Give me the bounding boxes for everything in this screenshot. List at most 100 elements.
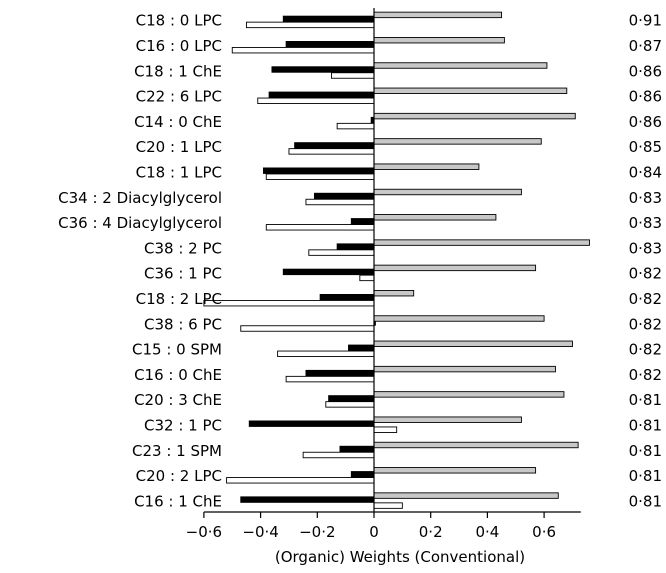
category-label-10: C36 : 1 PC <box>144 265 222 283</box>
category-label-19: C16 : 1 ChE <box>134 492 222 510</box>
bar-white-0 <box>245 21 375 29</box>
correlation-value-7: 0·83 <box>629 189 662 207</box>
bar-white-7 <box>305 198 375 206</box>
bar-white-2 <box>331 72 375 79</box>
bar-black-1 <box>285 41 375 48</box>
category-label-12: C38 : 6 PC <box>144 315 222 333</box>
bar-gray-13 <box>373 340 573 347</box>
bar-black-5 <box>294 142 375 149</box>
bar-black-2 <box>271 66 375 73</box>
x-axis-title: (Organic) Weights (Conventional) <box>275 548 525 566</box>
correlation-value-3: 0·86 <box>629 88 662 106</box>
bar-white-16 <box>373 426 398 433</box>
bar-white-14 <box>285 375 375 383</box>
category-labels: C18 : 0 LPC C16 : 0 LPC C18 : 1 ChE C22 : 6… <box>58 12 222 511</box>
x-tick-label-5: 0·4 <box>475 523 499 541</box>
bar-white-18 <box>226 477 375 484</box>
bar-black-18 <box>350 471 375 478</box>
bar-gray-14 <box>373 365 556 373</box>
bar-white-12 <box>240 325 375 332</box>
bar-black-14 <box>305 369 375 377</box>
bar-gray-4 <box>373 112 576 120</box>
category-label-13: C15 : 0 SPM <box>132 341 222 359</box>
correlation-value-8: 0·83 <box>629 214 662 232</box>
category-label-5: C20 : 1 LPC <box>136 138 222 156</box>
x-tick-label-1: −0·4 <box>242 523 278 541</box>
bar-black-13 <box>348 344 375 351</box>
category-label-6: C18 : 1 LPC <box>136 163 222 181</box>
bar-gray-1 <box>373 37 505 44</box>
bar-black-9 <box>336 243 375 250</box>
bar-black-6 <box>262 167 375 174</box>
correlation-value-10: 0·82 <box>629 265 662 283</box>
bar-black-11 <box>319 294 375 301</box>
correlation-value-6: 0·84 <box>629 163 662 181</box>
bar-white-19 <box>373 502 403 509</box>
correlation-value-12: 0·82 <box>629 315 662 333</box>
category-label-14: C16 : 0 ChE <box>134 366 222 384</box>
bar-white-6 <box>265 173 375 180</box>
correlation-labels: 0·91 0·87 0·86 0·86 0·86 0·85 0·84 0·83 0·83 0·83… <box>629 12 662 511</box>
bar-gray-7 <box>373 188 522 196</box>
category-label-17: C23 : 1 SPM <box>132 442 222 460</box>
bar-white-13 <box>277 350 375 357</box>
bars-layer <box>203 11 590 509</box>
bar-gray-16 <box>373 416 522 423</box>
x-tick-label-2: −0·2 <box>299 523 335 541</box>
category-label-9: C38 : 2 PC <box>144 239 222 257</box>
bar-white-9 <box>308 249 375 256</box>
bar-white-1 <box>231 47 375 54</box>
bar-gray-5 <box>373 138 542 145</box>
correlation-value-16: 0·81 <box>629 416 662 434</box>
bar-gray-0 <box>373 11 503 19</box>
bar-white-11 <box>203 300 375 307</box>
category-label-7: C34 : 2 Diacylglycerol <box>58 189 222 207</box>
correlation-value-19: 0·81 <box>629 492 662 510</box>
bar-white-8 <box>265 224 375 231</box>
correlation-value-18: 0·81 <box>629 467 662 485</box>
correlation-value-0: 0·91 <box>629 12 662 30</box>
correlation-value-17: 0·81 <box>629 442 662 460</box>
bar-black-7 <box>314 192 375 200</box>
bar-gray-15 <box>373 391 565 398</box>
bar-black-0 <box>282 15 375 23</box>
bar-gray-17 <box>373 441 579 449</box>
category-label-18: C20 : 2 LPC <box>136 467 222 485</box>
category-label-11: C18 : 2 LPC <box>136 290 222 308</box>
category-label-2: C18 : 1 ChE <box>134 62 222 80</box>
x-tick-label-6: 0·6 <box>532 523 556 541</box>
bar-gray-18 <box>373 467 537 474</box>
category-label-15: C20 : 3 ChE <box>134 391 222 409</box>
bar-gray-12 <box>373 315 545 322</box>
bar-gray-10 <box>373 264 537 272</box>
correlation-value-14: 0·82 <box>629 366 662 384</box>
bar-gray-9 <box>373 239 590 246</box>
bar-white-4 <box>336 122 375 130</box>
correlation-value-13: 0·82 <box>629 341 662 359</box>
bar-black-10 <box>282 268 375 276</box>
correlation-value-15: 0·81 <box>629 391 662 409</box>
correlation-value-1: 0·87 <box>629 37 662 55</box>
x-tick-label-0: −0·6 <box>186 523 222 541</box>
bar-white-10 <box>359 274 375 282</box>
x-tick-label-4: 0·2 <box>419 523 443 541</box>
correlation-value-9: 0·83 <box>629 239 662 257</box>
category-label-16: C32 : 1 PC <box>144 416 222 434</box>
bar-gray-8 <box>373 214 497 221</box>
bar-gray-2 <box>373 62 548 69</box>
category-label-0: C18 : 0 LPC <box>136 12 222 30</box>
bar-white-3 <box>257 97 375 105</box>
bar-black-3 <box>268 91 375 99</box>
correlation-value-11: 0·82 <box>629 290 662 308</box>
x-axis: −0·6 −0·4 −0·2 0 0·2 0·4 0·6 <box>186 8 581 541</box>
x-tick-label-3: 0 <box>369 523 379 541</box>
bar-black-15 <box>328 395 375 402</box>
bar-black-19 <box>240 496 375 503</box>
bar-black-16 <box>248 420 375 427</box>
category-label-1: C16 : 0 LPC <box>136 37 222 55</box>
correlation-value-2: 0·86 <box>629 62 662 80</box>
correlation-value-5: 0·85 <box>629 138 662 156</box>
bar-gray-6 <box>373 163 480 170</box>
bar-white-17 <box>302 451 375 459</box>
